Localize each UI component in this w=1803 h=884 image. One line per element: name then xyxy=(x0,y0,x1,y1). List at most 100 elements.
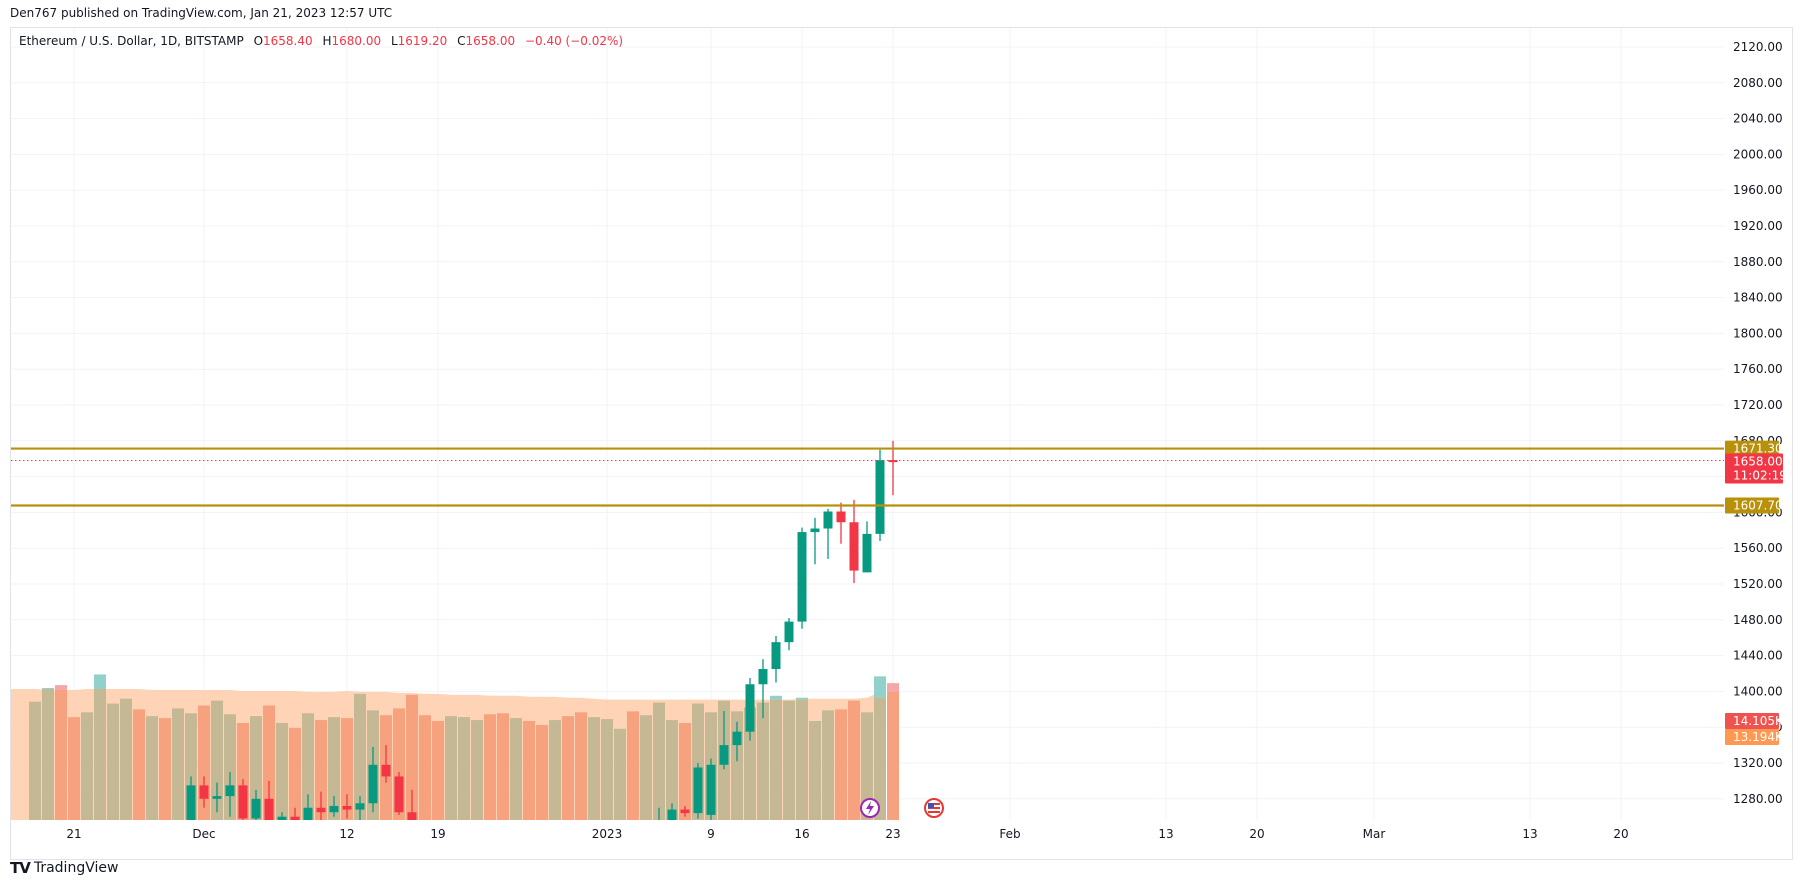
candle xyxy=(771,642,781,670)
volume-bar xyxy=(575,712,587,820)
candle xyxy=(355,803,365,810)
volume-bar xyxy=(172,708,184,820)
time-axis[interactable]: 21 Dec 12 19 2023 9 16 23 Feb 13 20 Mar 13 20 xyxy=(66,827,1628,841)
candle xyxy=(732,731,742,746)
price-tick-label: 1880.00 xyxy=(1733,255,1783,269)
support-badge: 1607.70 xyxy=(1725,497,1783,514)
volume-badge: 14.105K xyxy=(1725,713,1784,729)
volume-bar xyxy=(770,699,782,820)
price-tick-label: 2040.00 xyxy=(1733,112,1783,126)
price-tick-label: 2080.00 xyxy=(1733,76,1783,90)
candle xyxy=(823,511,833,529)
plot-area xyxy=(11,440,899,884)
candle xyxy=(784,621,794,643)
volume-bar xyxy=(614,728,626,820)
volume-bar xyxy=(471,720,483,820)
candle xyxy=(368,764,378,804)
price-tick-label: 1760.00 xyxy=(1733,362,1783,376)
price-tick-label: 1320.00 xyxy=(1733,756,1783,770)
volume-bar xyxy=(549,720,561,820)
volume-bar xyxy=(809,721,821,820)
candle xyxy=(148,857,157,875)
candle xyxy=(888,460,898,463)
candle xyxy=(810,528,820,533)
candle xyxy=(316,807,326,813)
volume-bar xyxy=(510,718,522,820)
chart-frame xyxy=(10,27,1793,860)
volume-bar xyxy=(588,717,600,820)
candle xyxy=(486,853,495,855)
svg-text:14.105K: 14.105K xyxy=(1733,714,1784,728)
price-axis[interactable]: 2120.00 2080.00 2040.00 2000.00 1960.00 1920.… xyxy=(1733,40,1783,806)
candle xyxy=(862,533,872,573)
volume-bar xyxy=(406,694,418,820)
volume-bar xyxy=(887,691,899,820)
volume-bar xyxy=(432,721,444,820)
tradingview-brand[interactable]: TV TradingView xyxy=(10,859,118,877)
time-tick-label: 21 xyxy=(66,827,81,841)
volume-bar xyxy=(653,702,665,820)
volume-bar xyxy=(94,689,106,820)
volume-bar xyxy=(848,700,860,820)
candle xyxy=(473,853,482,855)
volume-bar xyxy=(536,724,548,820)
candle xyxy=(642,826,651,862)
change-value: −0.40 (−0.02%) xyxy=(524,34,624,48)
candle xyxy=(603,870,612,873)
svg-text:1607.70: 1607.70 xyxy=(1733,499,1783,513)
candle xyxy=(564,870,573,872)
candle xyxy=(238,785,248,819)
candle xyxy=(290,816,300,820)
open-value: 1658.40 xyxy=(263,34,313,48)
volume-bar xyxy=(835,709,847,820)
volume-bars xyxy=(29,674,899,820)
candle xyxy=(381,764,391,777)
time-tick-label: Mar xyxy=(1363,827,1386,841)
time-tick-label: 2023 xyxy=(592,827,623,841)
volume-bar xyxy=(861,712,873,820)
volume-bar xyxy=(120,698,132,820)
symbol-legend: Ethereum / U.S. Dollar, 1D, BITSTAMP O16… xyxy=(19,34,624,48)
volume-bar xyxy=(783,700,795,820)
volume-bar xyxy=(484,714,496,820)
tradingview-logo-icon: TV xyxy=(10,859,31,877)
lightning-event-icon[interactable] xyxy=(860,798,880,818)
volume-bar xyxy=(458,717,470,820)
time-tick-label: 19 xyxy=(430,827,445,841)
candle xyxy=(251,798,261,819)
candle xyxy=(225,785,235,797)
candle xyxy=(719,745,729,765)
candle xyxy=(421,875,430,884)
candle xyxy=(590,873,599,875)
candle xyxy=(512,848,521,860)
volume-bar xyxy=(276,722,288,820)
candle xyxy=(629,857,638,861)
svg-text:1671.30: 1671.30 xyxy=(1733,442,1783,456)
volume-bar xyxy=(211,700,223,820)
us-flag-event-icon[interactable] xyxy=(924,798,944,818)
candle xyxy=(797,532,807,622)
candle xyxy=(577,872,586,875)
price-tick-label: 1560.00 xyxy=(1733,541,1783,555)
volume-bar xyxy=(523,721,535,820)
volume-ma-badge: 13.194K xyxy=(1725,729,1784,745)
time-tick-label: 20 xyxy=(1249,827,1264,841)
time-tick-label: 20 xyxy=(1613,827,1628,841)
volume-bar xyxy=(354,693,366,820)
price-tick-label: 2000.00 xyxy=(1733,147,1783,161)
candle xyxy=(460,854,469,879)
time-tick-label: Dec xyxy=(192,827,215,841)
candles xyxy=(148,440,898,884)
volume-bar xyxy=(289,727,301,820)
price-tick-label: 1520.00 xyxy=(1733,577,1783,591)
svg-text:1658.00: 1658.00 xyxy=(1733,454,1783,468)
volume-bar xyxy=(419,715,431,820)
price-tick-label: 1920.00 xyxy=(1733,219,1783,233)
candle xyxy=(680,809,690,814)
candle xyxy=(616,857,625,870)
volume-bar xyxy=(822,710,834,820)
time-tick-label: 16 xyxy=(794,827,809,841)
time-tick-label: 13 xyxy=(1522,827,1537,841)
